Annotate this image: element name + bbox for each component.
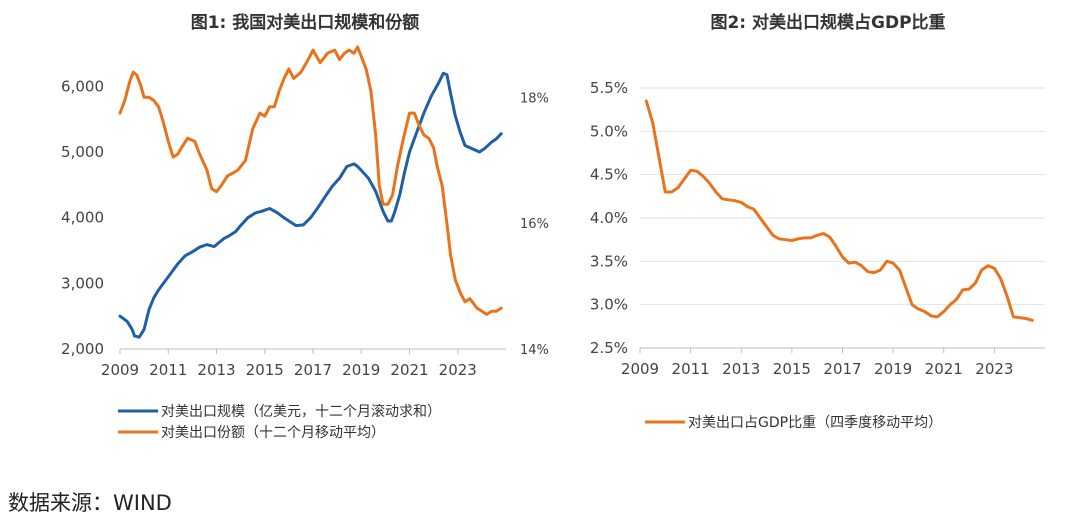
chart1-x-tick-label: 2011 (149, 361, 187, 379)
chart1-legend: 对美出口规模（亿美元，十二个月滚动求和） 对美出口份额（十二个月移动平均） (118, 403, 441, 441)
legend-label-share: 对美出口份额（十二个月移动平均） (161, 425, 385, 441)
chart2-x-tick-label: 2019 (874, 360, 912, 378)
chart2-x-tick-label: 2021 (925, 360, 963, 378)
chart2-y-tick-label: 3.0% (590, 296, 628, 314)
legend-label-scale: 对美出口规模（亿美元，十二个月滚动求和） (161, 403, 441, 420)
chart2-x-tick-label: 2015 (773, 360, 811, 378)
chart2-y-tick-label: 3.5% (590, 252, 628, 270)
chart1-title: 图1: 我国对美出口规模和份额 (191, 12, 420, 33)
chart1-y-left-tick-label: 2,000 (61, 340, 104, 358)
legend-label-gdp-share: 对美出口占GDP比重（四季度移动平均） (688, 415, 942, 431)
chart2-y-tick-label: 2.5% (590, 339, 628, 357)
chart1-y-left-tick-label: 6,000 (61, 77, 104, 95)
chart2-title: 图2: 对美出口规模占GDP比重 (710, 12, 945, 33)
chart1-y-left-tick-label: 5,000 (61, 143, 104, 161)
chart1-x-tick-label: 2023 (439, 361, 477, 379)
chart1-x-tick-label: 2019 (342, 361, 380, 379)
chart1-x-tick-label: 2017 (294, 361, 332, 379)
chart1-y-left-tick-label: 3,000 (61, 274, 104, 292)
chart2-x-tick-label: 2009 (621, 360, 659, 378)
chart1-y-right-tick-label: 16% (520, 217, 549, 232)
chart2-y-tick-label: 4.5% (590, 166, 628, 184)
chart1-x-tick-label: 2009 (101, 361, 139, 379)
chart2-plot: 2.5% 3.0% 3.5% 4.0% 4.5% 5.0% 5.5% 2009 2011 2013… (590, 79, 1045, 378)
chart1-y-left-tick-label: 4,000 (61, 209, 104, 227)
chart2-x-tick-label: 2017 (823, 360, 861, 378)
chart1-x-tick-label: 2015 (246, 361, 284, 379)
chart2-x-tick-label: 2013 (722, 360, 760, 378)
chart2-y-tick-label: 5.5% (590, 79, 628, 97)
chart2-x-tick-label: 2023 (975, 360, 1013, 378)
chart1-series-scale-line (118, 71, 503, 339)
source-note: 数据来源：WIND (8, 491, 172, 515)
chart2-y-tick-label: 4.0% (590, 209, 628, 227)
chart1-plot: 2009 2011 2013 2015 2017 2019 2021 2023 2,000 3,0… (61, 45, 549, 379)
chart1-y-right-tick-label: 18% (520, 91, 549, 106)
chart2-x-tick-label: 2011 (672, 360, 710, 378)
chart1-y-right-tick-label: 14% (520, 343, 549, 358)
chart2-legend: 对美出口占GDP比重（四季度移动平均） (645, 415, 942, 431)
chart1-series-share-line (118, 45, 503, 316)
chart1-x-tick-label: 2013 (197, 361, 235, 379)
chart2-y-tick-label: 5.0% (590, 122, 628, 140)
chart1-x-tick-label: 2021 (390, 361, 428, 379)
chart2-series-gdp-share-line (644, 99, 1034, 322)
